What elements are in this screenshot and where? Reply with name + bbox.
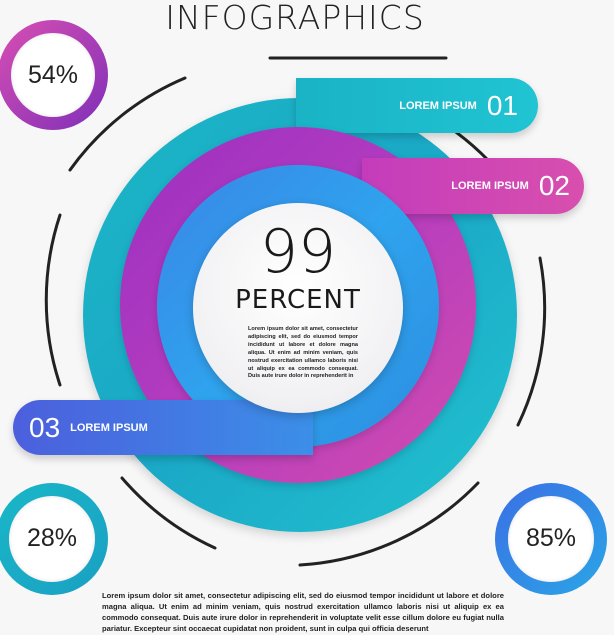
tab-03: 03 LOREM IPSUM [13,400,313,455]
arc-right [516,256,547,427]
center-white-circle [193,203,403,413]
arc-bottom-left [120,476,217,550]
center-label: PERCENT [235,285,361,315]
tab-01-label: LOREM IPSUM [399,99,477,112]
arc-bottom-right [298,481,480,567]
tab-02: LOREM IPSUM 02 [362,158,584,214]
tab-02-number: 02 [538,170,570,201]
page-title: INFOGRAPHICS [165,0,425,37]
percent-value: 85% [508,496,594,582]
percent-circle-28: 28% [0,483,108,595]
tab-01: LOREM IPSUM 01 [296,78,538,133]
arc-left [44,213,62,387]
center-value: 99 [259,217,337,287]
tab-03-label: LOREM IPSUM [70,421,148,434]
tab-03-number: 03 [29,411,61,443]
tab-02-label: LOREM IPSUM [451,180,529,192]
percent-circle-54: 54% [0,20,108,130]
footer-description: Lorem ipsum dolor sit amet, consectetur … [102,591,504,633]
arc-top-left [68,76,187,172]
percent-circle-85: 85% [495,483,607,595]
percent-value: 54% [11,33,95,117]
tab-01-number: 01 [486,89,518,121]
percent-value: 28% [9,496,95,582]
center-description: Lorem ipsum dolor sit amet, consectetur … [248,326,358,380]
